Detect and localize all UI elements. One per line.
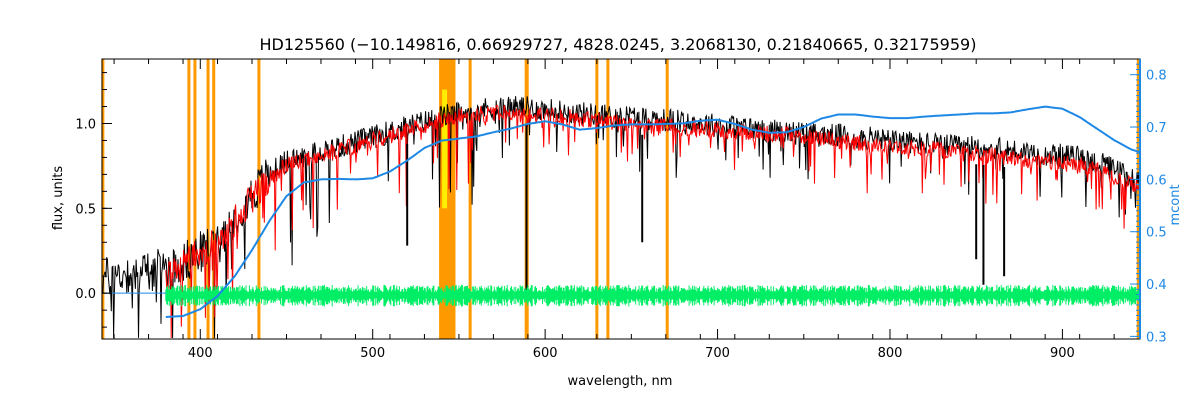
y2-tick-label: 0.6	[1146, 173, 1167, 188]
y2-axis-label: mcont	[1168, 184, 1183, 225]
x-tick-label: 600	[533, 346, 558, 361]
y2-tick-label: 0.8	[1146, 69, 1167, 84]
x-tick-label: 500	[360, 346, 385, 361]
mask-highlight	[442, 89, 448, 209]
y-axis-label: flux, units	[51, 166, 66, 231]
continuum-curve	[165, 105, 1141, 318]
y-tick-label: 0.5	[75, 202, 96, 217]
y2-tick-label: 0.7	[1146, 121, 1167, 136]
x-tick-label: 900	[1050, 346, 1075, 361]
x-axis-label: wavelength, nm	[568, 374, 673, 389]
residual-series	[165, 284, 1141, 307]
series-layer	[101, 96, 1141, 339]
x-tick-label: 400	[188, 346, 213, 361]
y-tick-label: 0.0	[75, 287, 96, 302]
y-tick-label: 1.0	[75, 117, 96, 132]
ticks-layer: 400 500 600 700 800 900 0.0 0.5 1.0 0.3 0.4 0.5 0.6 0…	[75, 59, 1167, 361]
y2-tick-label: 0.4	[1146, 278, 1167, 293]
y2-tick-label: 0.5	[1146, 226, 1167, 241]
x-tick-label: 700	[705, 346, 730, 361]
x-tick-label: 800	[878, 346, 903, 361]
chart-title: HD125560 (−10.149816, 0.66929727, 4828.0…	[260, 35, 977, 54]
y2-tick-label: 0.3	[1146, 330, 1167, 345]
